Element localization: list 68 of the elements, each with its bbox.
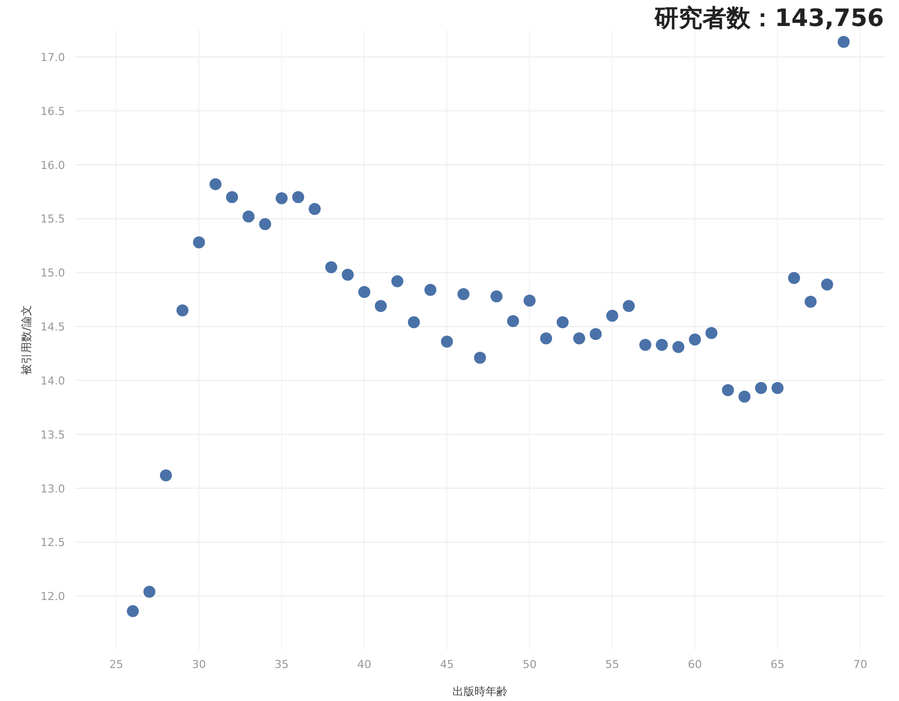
point xyxy=(573,332,586,344)
point xyxy=(292,191,304,204)
point xyxy=(772,382,784,394)
point xyxy=(672,341,684,354)
point xyxy=(490,290,503,302)
x-tick-label: 40 xyxy=(357,658,372,671)
x-axis-title: 出版時年齢 xyxy=(452,685,508,698)
point xyxy=(210,178,222,190)
point xyxy=(226,191,238,204)
point xyxy=(688,333,701,346)
point xyxy=(788,272,800,284)
point xyxy=(342,268,354,281)
point xyxy=(606,310,618,322)
x-tick-label: 50 xyxy=(522,658,537,671)
y-tick-label: 12.5 xyxy=(40,536,65,550)
point xyxy=(308,202,321,215)
point xyxy=(457,288,470,300)
y-tick-label: 16.0 xyxy=(40,158,65,172)
y-axis-title: 被引用数/論文 xyxy=(20,305,33,375)
point xyxy=(622,300,635,312)
point xyxy=(738,390,750,403)
point xyxy=(374,300,387,312)
x-tick-label: 60 xyxy=(688,658,702,671)
y-tick-label: 15.0 xyxy=(40,266,65,280)
point xyxy=(804,296,817,308)
x-tick-label: 65 xyxy=(770,658,785,671)
point xyxy=(540,332,552,344)
point xyxy=(192,236,205,248)
point xyxy=(722,384,734,396)
y-tick-label: 12.0 xyxy=(40,590,65,604)
point xyxy=(821,278,834,290)
point xyxy=(524,294,536,307)
x-tick-label: 45 xyxy=(440,658,454,671)
point xyxy=(358,286,370,298)
y-tick-label: 15.5 xyxy=(40,212,65,226)
point xyxy=(705,326,718,339)
point xyxy=(507,315,520,328)
point xyxy=(126,605,139,618)
point xyxy=(556,316,569,328)
y-tick-label: 13.0 xyxy=(40,482,65,496)
point xyxy=(424,284,436,296)
y-tick-label: 14.5 xyxy=(40,320,65,334)
y-tick-label: 14.0 xyxy=(40,374,65,388)
point xyxy=(391,275,404,288)
y-tick-label: 17.0 xyxy=(40,50,65,64)
point xyxy=(242,210,255,223)
point xyxy=(639,338,652,351)
point xyxy=(160,469,172,482)
point xyxy=(590,328,602,340)
point xyxy=(143,586,156,598)
y-tick-label: 16.5 xyxy=(40,104,65,118)
y-tick-label: 13.5 xyxy=(40,428,65,442)
chart-title: 研究者数：143,756 xyxy=(654,4,884,32)
point xyxy=(408,316,420,328)
point xyxy=(838,36,850,48)
x-tick-label: 25 xyxy=(109,658,124,671)
point xyxy=(259,218,272,230)
x-tick-label: 35 xyxy=(274,658,289,671)
x-tick-label: 30 xyxy=(192,658,206,671)
point xyxy=(276,192,288,204)
point xyxy=(325,261,338,274)
point xyxy=(656,338,668,351)
point xyxy=(474,352,486,364)
point xyxy=(755,382,768,394)
x-tick-label: 55 xyxy=(605,658,620,671)
x-tick-label: 70 xyxy=(853,658,868,671)
point xyxy=(440,336,453,348)
point xyxy=(176,304,188,316)
